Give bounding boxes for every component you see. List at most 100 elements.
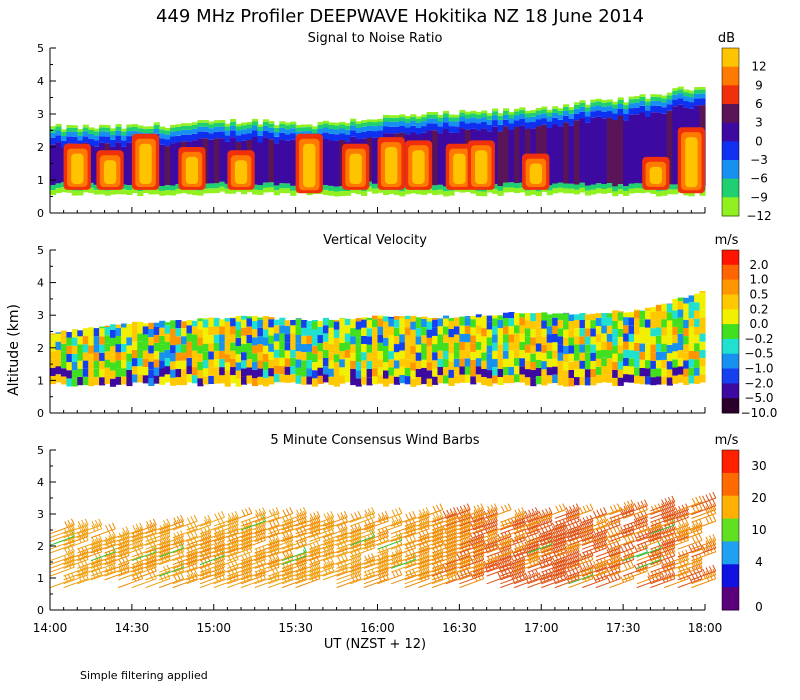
snr-cell (213, 138, 220, 184)
wind-barb-flag (105, 525, 109, 532)
velocity-cell (333, 378, 340, 387)
velocity-cell (181, 377, 188, 386)
snr-cell (301, 124, 308, 128)
wind-barb (568, 555, 594, 566)
snr-cell (399, 121, 406, 126)
snr-cell (552, 188, 559, 194)
snr-cell (524, 190, 531, 196)
wind-barb (663, 524, 689, 535)
wind-barb-flag (504, 531, 509, 538)
snr-cell (252, 189, 259, 195)
wind-barb-flag (582, 551, 587, 559)
wind-barb (268, 543, 293, 554)
wind-barb (568, 578, 594, 589)
snr-cell (213, 188, 220, 194)
wind-barb (595, 524, 621, 535)
velocity-cell (634, 351, 641, 360)
snr-cell (273, 127, 280, 132)
wind-barb (663, 539, 689, 550)
velocity-cell (677, 301, 684, 310)
wind-barb (199, 562, 225, 573)
snr-cell (666, 99, 673, 105)
velocity-cell (470, 360, 477, 369)
velocity-cell (246, 359, 253, 368)
velocity-cell (492, 367, 499, 376)
velocity-cell (677, 374, 684, 383)
colorbar-label: −0.5 (744, 347, 773, 361)
velocity-cell (497, 344, 504, 353)
wind-barb-flag (139, 522, 144, 530)
wind-barb-flag (91, 571, 96, 578)
wind-barb (295, 555, 321, 566)
velocity-cell (148, 329, 155, 338)
wind-barb (240, 539, 266, 550)
velocity-cell (262, 321, 269, 330)
wind-barb (377, 555, 403, 566)
velocity-cell (153, 375, 160, 384)
velocity-cell (366, 352, 373, 361)
snr-cell (372, 122, 379, 127)
velocity-cell (677, 333, 684, 343)
snr-cell (617, 189, 624, 195)
snr-cell (410, 117, 417, 121)
velocity-cell (142, 375, 149, 384)
wind-barb-flag (272, 569, 277, 577)
wind-barb-flag (248, 518, 253, 526)
wind-barb (500, 535, 525, 546)
velocity-cell (284, 358, 291, 367)
wind-barb (554, 528, 580, 539)
wind-barb-flag (695, 535, 700, 542)
velocity-cell (459, 333, 466, 342)
snr-cell (514, 127, 521, 184)
wind-barb-flag (231, 562, 236, 569)
colorbar-swatch (722, 472, 739, 497)
wind-barb-flag (408, 569, 413, 577)
snr-cell (208, 188, 215, 194)
snr-cell (159, 144, 166, 186)
wind-barb (472, 516, 498, 527)
wind-barb-flag (541, 509, 546, 517)
velocity-cell (628, 366, 635, 375)
velocity-cell (219, 350, 226, 359)
snr-cell (93, 135, 100, 141)
wind-barb (77, 574, 102, 585)
wind-barb (418, 543, 444, 554)
snr-cell (486, 115, 493, 120)
snr-cell (164, 134, 171, 140)
velocity-cell (563, 378, 570, 387)
snr-cell (508, 123, 515, 130)
wind-barb (240, 528, 266, 539)
velocity-cell (208, 318, 215, 327)
wind-barb-flag (592, 576, 597, 583)
snr-burst (685, 137, 698, 188)
snr-cell (623, 191, 630, 196)
velocity-cell (121, 335, 128, 344)
snr-cell (432, 118, 439, 124)
velocity-cell (110, 324, 117, 330)
snr-cell (202, 122, 209, 127)
velocity-cell (475, 314, 482, 318)
velocity-cell (208, 367, 215, 376)
wind-barb (145, 543, 171, 554)
wind-barb (431, 516, 457, 527)
velocity-cell (99, 352, 106, 361)
velocity-cell (459, 350, 466, 359)
velocity-cell (661, 351, 668, 360)
snr-cell (590, 111, 597, 118)
velocity-cell (519, 366, 526, 375)
velocity-cell (235, 337, 242, 346)
snr-cell (601, 118, 608, 184)
wind-barb-flag (627, 523, 631, 531)
velocity-cell (175, 344, 182, 353)
colorbar-swatch (722, 368, 739, 384)
snr-cell (579, 118, 586, 183)
velocity-cell (377, 342, 384, 351)
wind-barb-flag (695, 554, 700, 561)
velocity-cell (328, 352, 335, 361)
wind-barb-flag (207, 526, 212, 533)
wind-barb-flag (579, 507, 584, 514)
wind-barb-flag (609, 505, 614, 513)
wind-barb-flag (705, 536, 710, 544)
velocity-cell (115, 376, 122, 385)
wind-barb-flag (698, 503, 703, 510)
